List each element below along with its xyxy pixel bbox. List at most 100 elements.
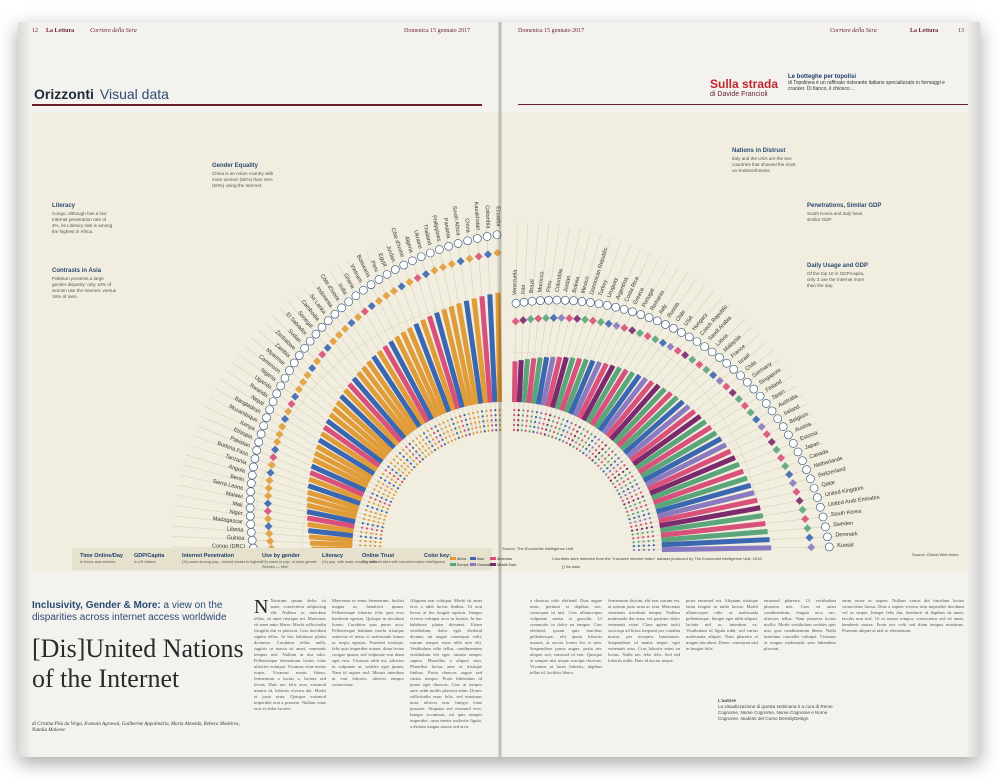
- country-label: Liberia: [227, 526, 245, 533]
- time-online-clock: [577, 297, 587, 306]
- literacy-dot: [579, 449, 582, 452]
- literacy-dot: [577, 436, 580, 440]
- penetration-bar: [427, 315, 461, 410]
- gdp-diamond: [474, 252, 483, 261]
- literacy-dot: [378, 500, 382, 503]
- literacy-dot: [476, 431, 479, 434]
- literacy-dot: [601, 441, 604, 444]
- time-online-clock: [707, 347, 717, 357]
- time-online-clock: [272, 389, 282, 399]
- literacy-dot: [474, 421, 477, 424]
- literacy-dot: [390, 487, 393, 491]
- literacy-dot: [588, 443, 591, 447]
- gdp-diamond: [612, 321, 621, 330]
- literacy-dot: [603, 464, 606, 467]
- literacy-dot: [462, 424, 465, 427]
- literacy-dot: [646, 531, 649, 534]
- country-label: Congo (DRC): [212, 543, 246, 550]
- literacy-dot: [629, 505, 632, 508]
- literacy-dot: [498, 428, 502, 432]
- literacy-dot: [591, 446, 594, 449]
- literacy-dot: [521, 424, 524, 427]
- literacy-dot: [621, 470, 625, 473]
- time-online-clock: [761, 399, 771, 408]
- literacy-dot: [618, 492, 621, 495]
- penetration-bar: [307, 483, 361, 506]
- literacy-dot: [613, 460, 616, 463]
- literacy-dot: [375, 529, 378, 532]
- literacy-dot: [402, 448, 405, 452]
- literacy-dot: [584, 441, 587, 444]
- literacy-dot: [395, 471, 398, 474]
- penetration-bar: [622, 399, 685, 455]
- legend-subtitle-2: Women — Men: [262, 565, 288, 569]
- literacy-dot: [558, 427, 561, 430]
- penetration-bar: [317, 437, 376, 476]
- literacy-dot: [565, 441, 568, 445]
- literacy-dot: [421, 445, 424, 448]
- literacy-dot: [631, 475, 634, 478]
- section-name: Orizzonti: [34, 86, 94, 102]
- literacy-dot: [567, 437, 571, 440]
- gdp-diamond: [688, 355, 697, 364]
- literacy-dot: [491, 429, 494, 432]
- literacy-dot: [379, 545, 382, 548]
- gdp-diamond: [360, 307, 369, 316]
- country-label: United Kingdom: [825, 485, 865, 498]
- literacy-dot: [513, 408, 516, 412]
- literacy-dot: [599, 467, 603, 470]
- literacy-dot: [648, 517, 652, 520]
- literacy-dot: [409, 456, 412, 459]
- gdp-diamond: [803, 524, 812, 533]
- literacy-dot: [479, 425, 482, 428]
- literacy-dot: [624, 484, 628, 487]
- literacy-dot: [398, 452, 402, 455]
- color-key-swatch: [470, 563, 476, 566]
- literacy-dot: [375, 533, 378, 536]
- literacy-dot: [494, 414, 497, 417]
- country-label: India: [337, 283, 349, 297]
- penetration-bar: [400, 331, 443, 417]
- penetration-bar: [661, 528, 768, 543]
- literacy-dot: [578, 426, 581, 429]
- time-online-clock: [798, 456, 807, 466]
- literacy-dot: [572, 428, 575, 431]
- color-key-swatch: [450, 563, 456, 566]
- literacy-dot: [377, 504, 380, 507]
- penetration-bar: [366, 360, 418, 431]
- penetration-bar: [361, 365, 414, 434]
- literacy-dot: [433, 431, 436, 435]
- literacy-dot: [384, 515, 387, 518]
- literacy-dot: [433, 448, 437, 452]
- literacy-dot: [576, 430, 579, 433]
- literacy-dot: [624, 474, 627, 477]
- literacy-dot: [364, 544, 367, 547]
- literacy-dot: [485, 409, 488, 412]
- literacy-dot: [532, 430, 535, 433]
- literacy-dot: [450, 428, 453, 432]
- literacy-dot: [363, 513, 367, 516]
- literacy-dot: [494, 424, 498, 427]
- country-label: Kazakhstan: [472, 202, 480, 231]
- gdp-diamond: [620, 323, 629, 332]
- literacy-dot: [395, 455, 399, 458]
- brand-left: La Lettura: [46, 28, 75, 34]
- literacy-dot: [378, 517, 381, 520]
- penetration-bar: [313, 450, 371, 485]
- literacy-dot: [531, 410, 534, 413]
- country-label: Jordan: [563, 275, 572, 293]
- literacy-dot: [566, 420, 569, 423]
- literacy-dot: [467, 428, 470, 431]
- gdp-diamond: [287, 400, 296, 409]
- time-online-clock: [390, 265, 400, 274]
- gdp-diamond: [781, 462, 790, 471]
- literacy-dot: [591, 452, 594, 456]
- literacy-dot: [620, 486, 623, 490]
- penetration-bar: [634, 419, 708, 471]
- literacy-dot: [631, 533, 634, 536]
- literacy-dot: [408, 471, 411, 474]
- sidebar-text: di Topolinea è un raffinato ristorante i…: [788, 80, 945, 92]
- penetration-bar: [306, 515, 355, 529]
- literacy-dot: [639, 519, 642, 522]
- literacy-dot: [434, 442, 437, 445]
